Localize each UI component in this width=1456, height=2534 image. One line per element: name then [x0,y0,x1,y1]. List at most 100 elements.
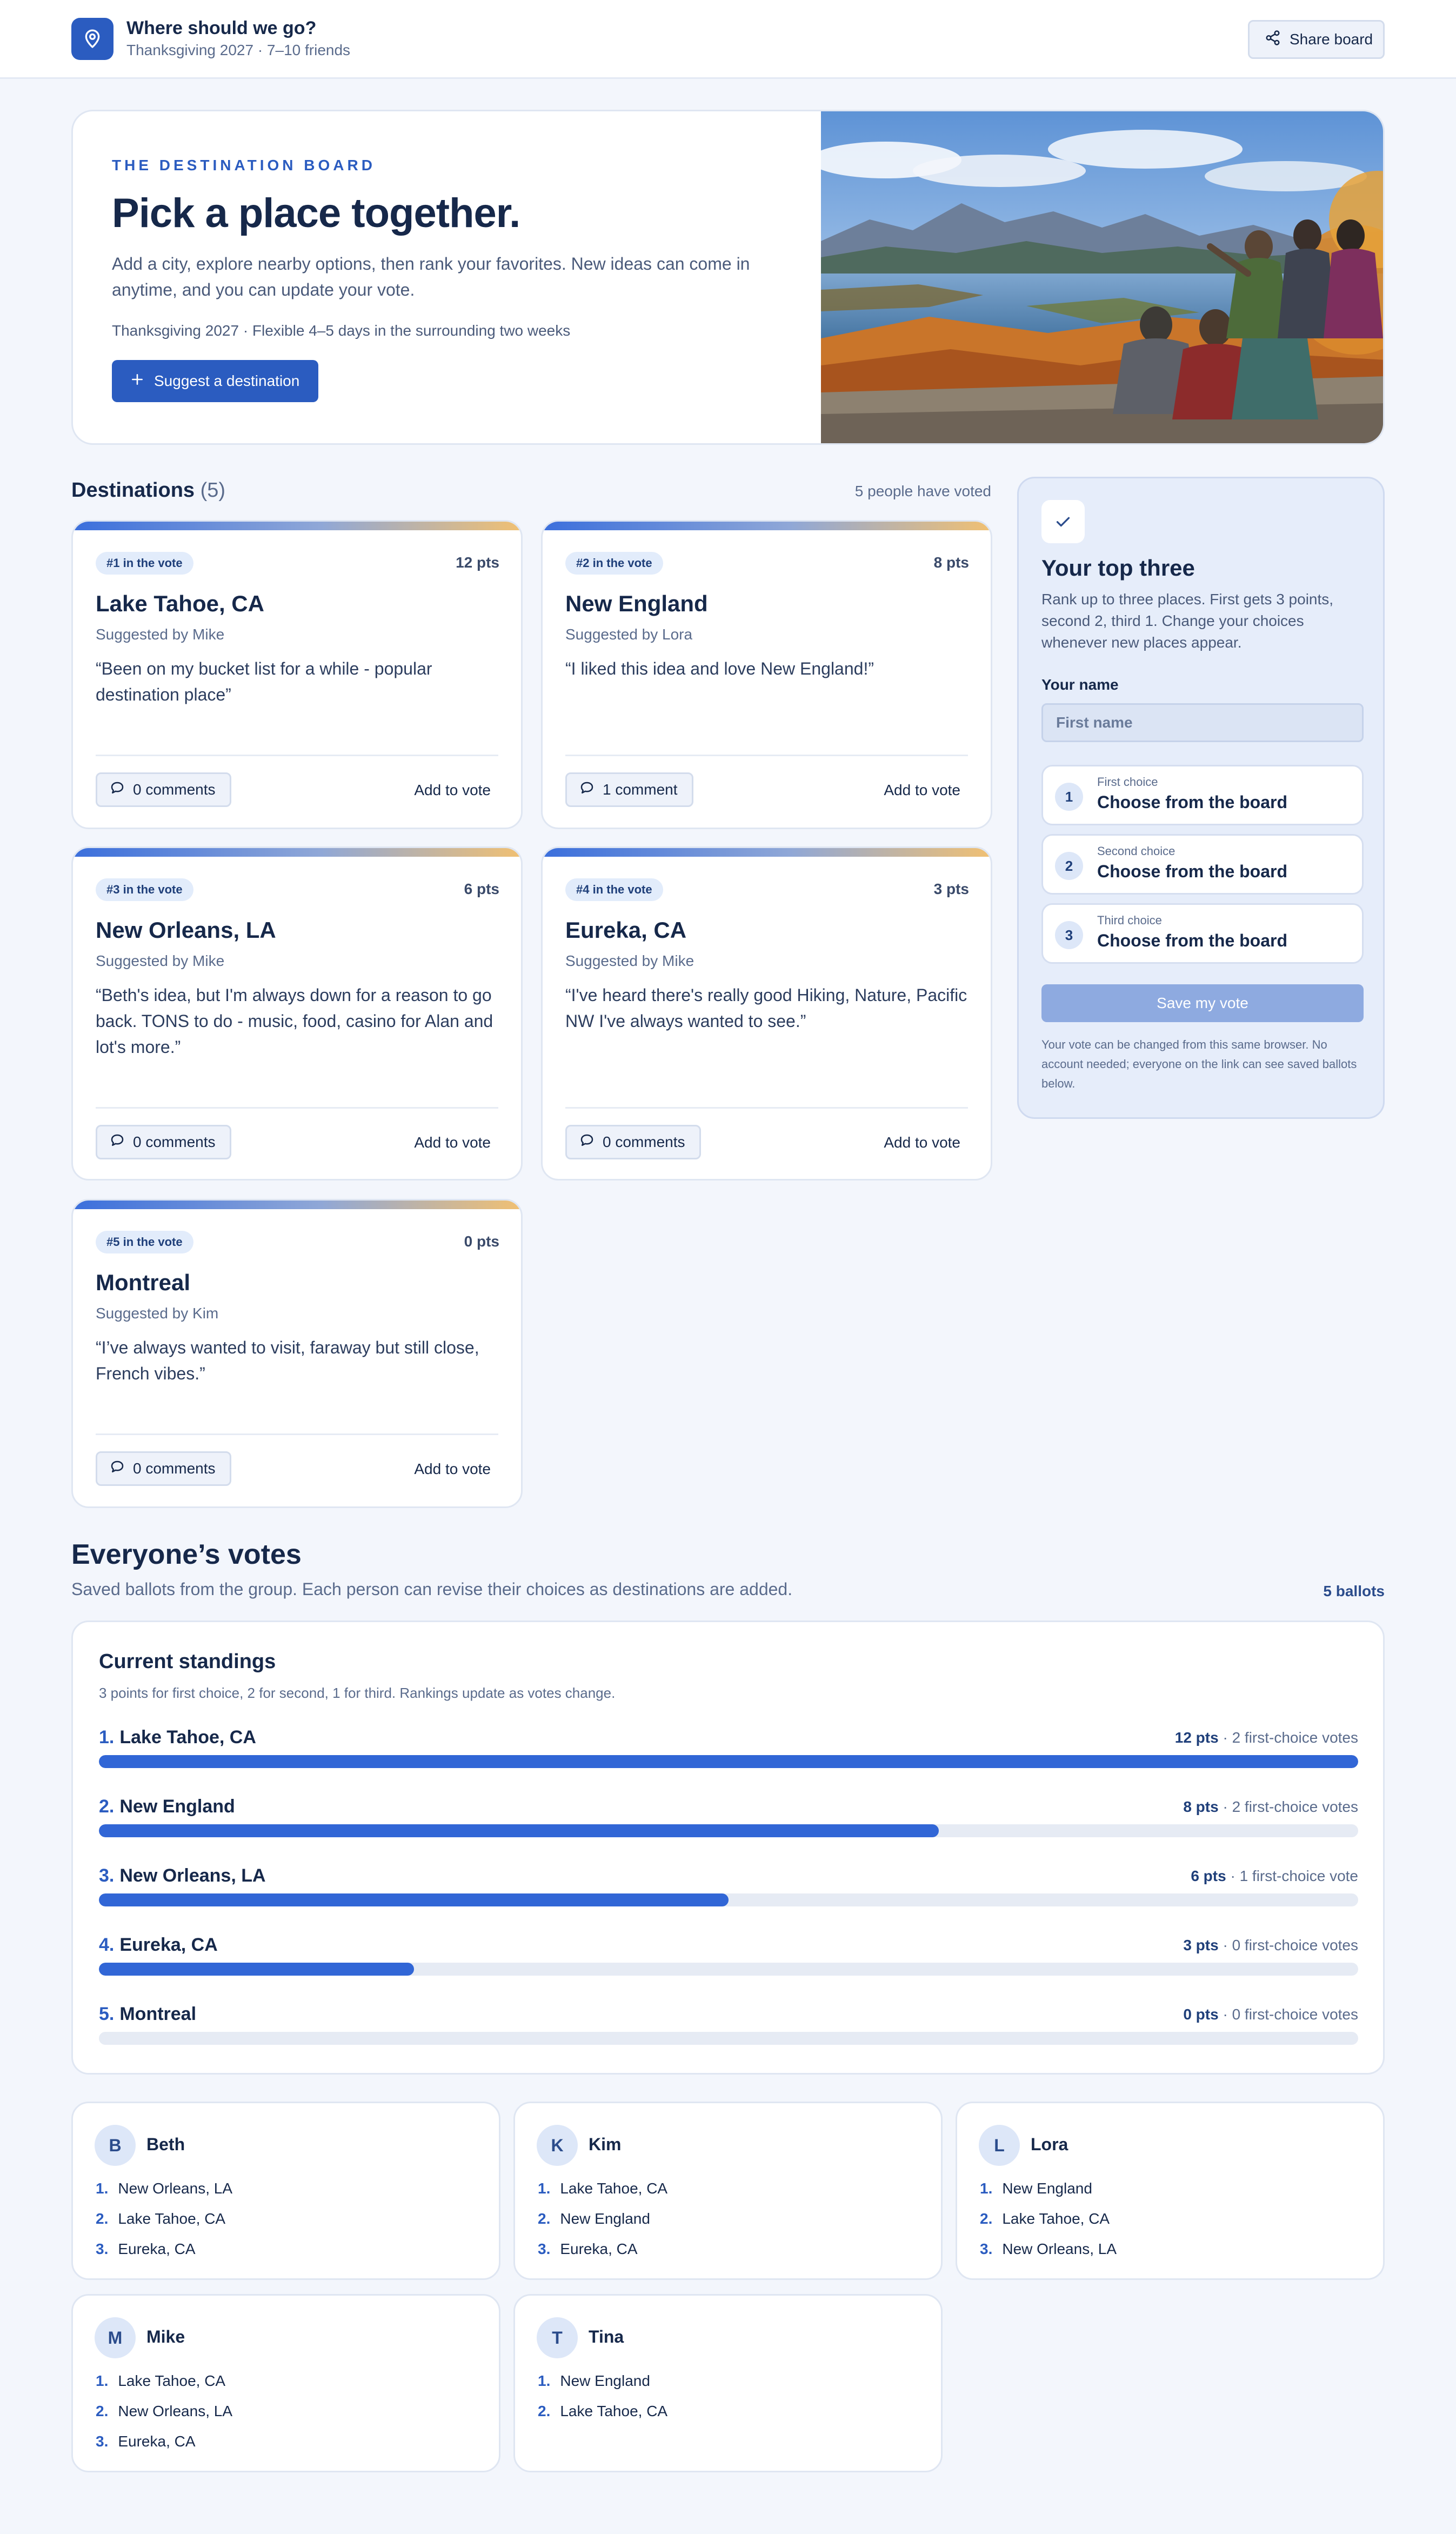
suggested-by: Suggested by Mike [96,626,225,643]
standing-place: New England [119,1796,235,1817]
add-to-vote-button[interactable]: Add to vote [884,782,960,798]
suggest-destination-button[interactable]: Suggest a destination [112,360,318,402]
standing-first-votes: · 0 first-choice votes [1223,2006,1358,2023]
comments-count: 1 comment [603,781,678,798]
first-name-input[interactable] [1041,703,1364,742]
pick-place: New Orleans, LA [118,2403,232,2419]
card-points: 8 pts [933,554,969,571]
comments-button[interactable]: 0 comments [565,1125,701,1159]
pick-number: 1. [96,2180,109,2197]
choice-value: Choose from the board [1097,931,1288,950]
hero-date-note: Thanksgiving 2027 · Flexible 4–5 days in… [112,322,571,339]
pick-place: New Orleans, LA [118,2180,232,2197]
comments-button[interactable]: 0 comments [96,772,231,807]
third-choice-select[interactable]: 3 Third choice Choose from the board [1041,903,1364,964]
destination-name: New England [565,591,708,616]
comment-icon [579,780,595,800]
comments-count: 0 comments [133,781,216,798]
ballot-pick: 1. Lake Tahoe, CA [96,2372,225,2390]
standing-rank: 1. [99,1727,115,1748]
save-vote-button[interactable]: Save my vote [1041,984,1364,1022]
vote-footnote: Your vote can be changed from this same … [1041,1038,1357,1090]
destination-name: Montreal [96,1270,191,1295]
standing-stats: 0 pts · 0 first-choice votes [1183,2006,1358,2023]
destination-quote: “Been on my bucket list for a while - po… [96,659,432,704]
standing-rank: 5. [99,2004,115,2024]
pick-number: 1. [96,2372,109,2389]
ballot-pick: 1. New Orleans, LA [96,2180,232,2197]
standing-stats: 6 pts · 1 first-choice vote [1191,1868,1358,1885]
suggested-by: Suggested by Mike [565,952,694,969]
top-three-description: Rank up to three places. First gets 3 po… [1041,591,1334,651]
everyones-votes-title: Everyone’s votes [71,1539,302,1570]
pick-place: Lake Tahoe, CA [560,2403,668,2419]
standing-row: 5. Montreal 0 pts · 0 first-choice votes [99,2004,1358,2058]
ballot-pick: 2. New England [538,2210,650,2228]
pick-place: Eureka, CA [118,2240,196,2257]
add-to-vote-button[interactable]: Add to vote [414,1461,491,1477]
standing-points: 0 pts [1183,2006,1219,2023]
comments-button[interactable]: 0 comments [96,1451,231,1486]
choice-number: 2 [1055,852,1083,880]
pick-number: 1. [538,2180,551,2197]
pick-number: 2. [96,2210,109,2227]
standing-bar-track [99,1893,1358,1906]
share-board-button[interactable]: Share board [1248,20,1385,59]
plus-icon [130,372,144,390]
ballot-pick: 2. Lake Tahoe, CA [980,2210,1110,2228]
card-accent-bar [73,522,521,530]
choice-value: Choose from the board [1097,792,1288,812]
share-board-label: Share board [1290,31,1373,48]
destination-card: #2 in the vote 8 pts New England Suggest… [541,520,992,829]
destinations-heading: Destinations (5) [71,479,225,502]
pick-number: 2. [538,2403,551,2419]
comment-icon [109,780,125,800]
suggested-by: Suggested by Lora [565,626,693,643]
standing-bar-track [99,2032,1358,2045]
standing-first-votes: · 0 first-choice votes [1223,1937,1358,1953]
comments-button[interactable]: 0 comments [96,1125,231,1159]
standing-first-votes: · 2 first-choice votes [1223,1729,1358,1746]
card-points: 12 pts [456,554,499,571]
voted-count: 5 people have voted [854,483,991,499]
comments-count: 0 comments [603,1133,685,1150]
hero-description: Add a city, explore nearby options, then… [112,254,750,299]
suggested-by: Suggested by Kim [96,1305,219,1322]
standing-first-votes: · 2 first-choice votes [1223,1798,1358,1815]
first-choice-select[interactable]: 1 First choice Choose from the board [1041,765,1364,825]
pick-number: 3. [980,2240,993,2257]
add-to-vote-button[interactable]: Add to vote [414,1134,491,1151]
ballot-pick: 3. New Orleans, LA [980,2240,1117,2258]
choice-label: Second choice [1097,844,1176,858]
choice-label: First choice [1097,775,1158,789]
rank-badge: #1 in the vote [96,552,193,575]
destination-name: New Orleans, LA [96,917,276,943]
comments-button[interactable]: 1 comment [565,772,693,807]
second-choice-select[interactable]: 2 Second choice Choose from the board [1041,834,1364,895]
suggest-destination-label: Suggest a destination [154,372,300,389]
destination-quote: “I liked this idea and love New England!… [565,659,874,678]
card-points: 3 pts [933,881,969,897]
standing-place: New Orleans, LA [119,1865,266,1886]
destination-quote: “I’ve always wanted to visit, faraway bu… [96,1338,479,1383]
destination-card: #4 in the vote 3 pts Eureka, CA Suggeste… [541,846,992,1181]
card-accent-bar [543,848,991,857]
card-divider [96,755,498,756]
standing-rank: 3. [99,1865,115,1886]
standing-name: 3. New Orleans, LA [99,1865,266,1886]
standing-stats: 8 pts · 2 first-choice votes [1183,1798,1358,1816]
ballot-voter-name: Beth [146,2135,185,2154]
standing-points: 8 pts [1183,1798,1219,1815]
card-accent-bar [543,522,991,530]
standing-name: 4. Eureka, CA [99,1935,218,1956]
ballot-pick: 3. Eureka, CA [96,2240,196,2258]
standing-points: 12 pts [1174,1729,1219,1746]
pick-place: Lake Tahoe, CA [118,2210,226,2227]
add-to-vote-button[interactable]: Add to vote [414,782,491,798]
add-to-vote-button[interactable]: Add to vote [884,1134,960,1151]
choice-value: Choose from the board [1097,862,1288,881]
standing-row: 1. Lake Tahoe, CA 12 pts · 2 first-choice… [99,1727,1358,1781]
ballot-card: K Kim 1. Lake Tahoe, CA 2. New England 3. E… [513,2102,943,2280]
standing-first-votes: · 1 first-choice vote [1230,1868,1358,1884]
standing-bar-fill [99,1893,729,1906]
